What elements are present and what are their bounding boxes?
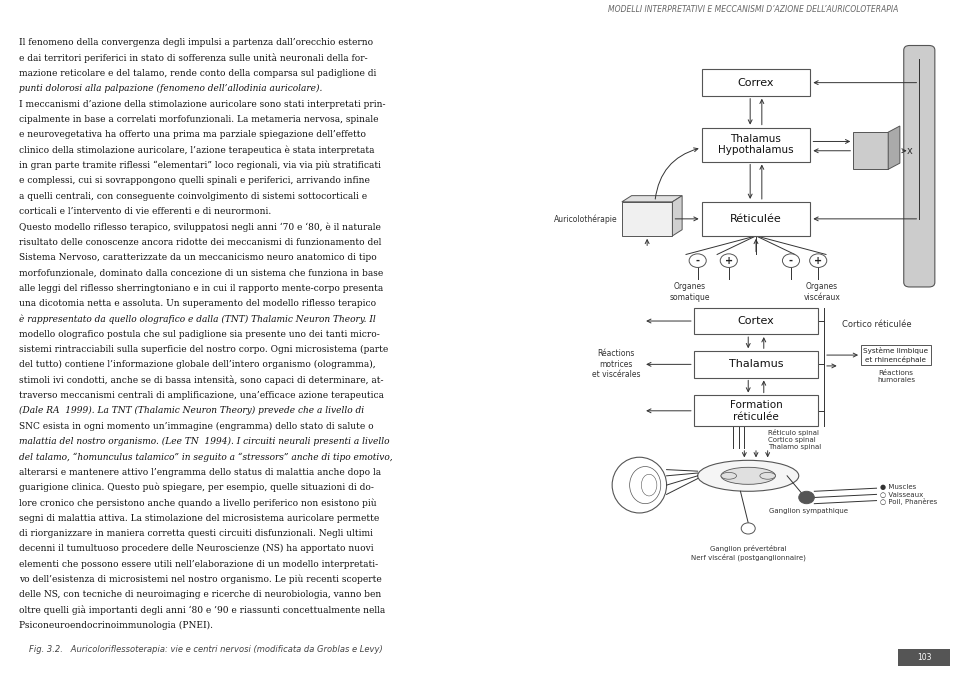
- Bar: [694, 395, 818, 426]
- Text: +: +: [814, 256, 823, 266]
- Text: Correx: Correx: [737, 77, 775, 87]
- Bar: [853, 132, 888, 170]
- Text: Fig. 3.2.   Auricoloriflessoterapia: vie e centri nervosi (modificata da Groblas: Fig. 3.2. Auricoloriflessoterapia: vie e…: [29, 645, 382, 654]
- Text: Auricolothérapie: Auricolothérapie: [554, 214, 618, 223]
- Text: Système limbique
et rhinencéphale: Système limbique et rhinencéphale: [863, 347, 928, 363]
- Text: del tutto) contiene l’informazione globale dell’intero organismo (ologramma),: del tutto) contiene l’informazione globa…: [19, 360, 375, 369]
- Text: e neurovegetativa ha offerto una prima ma parziale spiegazione dell’effetto: e neurovegetativa ha offerto una prima m…: [19, 131, 366, 139]
- Text: in gran parte tramite riflessi “elementari” loco regionali, via via più stratifi: in gran parte tramite riflessi “elementa…: [19, 161, 381, 170]
- Text: delle NS, con tecniche di neuroimaging e ricerche di neurobiologia, vanno ben: delle NS, con tecniche di neuroimaging e…: [19, 590, 381, 599]
- Ellipse shape: [630, 466, 660, 503]
- Text: del talamo, “homunculus talamico” in seguito a “stressors” anche di tipo emotivo: del talamo, “homunculus talamico” in seg…: [19, 452, 393, 462]
- Text: punti dolorosi alla palpazione (fenomeno dell’allodinia auricolare).: punti dolorosi alla palpazione (fenomeno…: [19, 84, 323, 94]
- Text: Il fenomeno della convergenza degli impulsi a partenza dall’orecchio esterno: Il fenomeno della convergenza degli impu…: [19, 38, 373, 47]
- Polygon shape: [622, 196, 683, 202]
- Ellipse shape: [721, 472, 736, 479]
- Text: alterarsi e mantenere attivo l’engramma dello status di malattia anche dopo la: alterarsi e mantenere attivo l’engramma …: [19, 468, 381, 476]
- Text: (Dale RA  1999). La TNT (Thalamic Neuron Theory) prevede che a livello di: (Dale RA 1999). La TNT (Thalamic Neuron …: [19, 406, 365, 415]
- Text: è rappresentato da quello olografico e dalla (TNT) Thalamic Neuron Theory. Il: è rappresentato da quello olografico e d…: [19, 314, 376, 324]
- Text: Réactions
humorales: Réactions humorales: [876, 369, 915, 383]
- Text: Psiconeuroendocrinoimmunologia (PNEI).: Psiconeuroendocrinoimmunologia (PNEI).: [19, 621, 213, 630]
- Text: sistemi rintracciabili sulla superficie del nostro corpo. Ogni microsistema (par: sistemi rintracciabili sulla superficie …: [19, 345, 389, 354]
- Text: e complessi, cui si sovrappongono quelli spinali e periferici, arrivando infine: e complessi, cui si sovrappongono quelli…: [19, 176, 370, 185]
- Text: I meccanismi d’azione della stimolazione auricolare sono stati interpretati prin: I meccanismi d’azione della stimolazione…: [19, 100, 386, 108]
- Text: Réticulée: Réticulée: [731, 214, 781, 224]
- Text: Thalamus
Hypothalamus: Thalamus Hypothalamus: [718, 134, 794, 155]
- Text: stimoli ivi condotti, anche se di bassa intensità, sono capaci di determinare, a: stimoli ivi condotti, anche se di bassa …: [19, 376, 384, 386]
- Bar: [694, 351, 818, 378]
- Circle shape: [689, 254, 707, 267]
- Text: 103: 103: [917, 653, 931, 662]
- Text: Thalamus: Thalamus: [729, 359, 783, 369]
- Polygon shape: [672, 196, 683, 236]
- Text: e dai territori periferici in stato di sofferenza sulle unità neuronali della fo: e dai territori periferici in stato di s…: [19, 54, 368, 63]
- Text: lore cronico che persistono anche quando a livello periferico non esistono più: lore cronico che persistono anche quando…: [19, 498, 377, 507]
- Text: Organes
viscéraux: Organes viscéraux: [804, 282, 841, 302]
- Circle shape: [741, 523, 756, 534]
- Text: risultato delle conoscenze ancora ridotte dei meccanismi di funzionamento del: risultato delle conoscenze ancora ridott…: [19, 238, 381, 246]
- Text: Réactions
motrices
et viscérales: Réactions motrices et viscérales: [591, 349, 640, 380]
- Text: decenni il tumultuoso procedere delle Neuroscienze (NS) ha apportato nuovi: decenni il tumultuoso procedere delle Ne…: [19, 544, 373, 553]
- Polygon shape: [888, 126, 900, 170]
- Text: Ganglion sympathique: Ganglion sympathique: [769, 508, 848, 514]
- Ellipse shape: [698, 460, 799, 491]
- Circle shape: [720, 254, 737, 267]
- Text: Formation
réticulée: Formation réticulée: [730, 400, 782, 421]
- Text: a quelli centrali, con conseguente coinvolgimento di sistemi sottocorticali e: a quelli centrali, con conseguente coinv…: [19, 192, 368, 201]
- Ellipse shape: [760, 472, 776, 479]
- Circle shape: [809, 254, 827, 267]
- Circle shape: [782, 254, 800, 267]
- Text: +: +: [725, 256, 732, 266]
- Text: corticali e l’intervento di vie efferenti e di neurormoni.: corticali e l’intervento di vie efferent…: [19, 207, 272, 216]
- Text: Sistema Nervoso, caratterizzate da un meccanicismo neuro anatomico di tipo: Sistema Nervoso, caratterizzate da un me…: [19, 253, 377, 262]
- Text: cipalmente in base a correlati morfofunzionali. La metameria nervosa, spinale: cipalmente in base a correlati morfofunz…: [19, 115, 378, 124]
- FancyBboxPatch shape: [903, 46, 935, 287]
- Ellipse shape: [612, 457, 666, 513]
- Text: modello olografico postula che sul padiglione sia presente uno dei tanti micro-: modello olografico postula che sul padig…: [19, 330, 380, 339]
- Circle shape: [799, 491, 814, 503]
- Bar: [622, 202, 672, 236]
- Bar: [702, 202, 810, 236]
- Text: -: -: [789, 256, 793, 266]
- Text: guarigione clinica. Questo può spiegare, per esempio, quelle situazioni di do-: guarigione clinica. Questo può spiegare,…: [19, 483, 374, 493]
- Text: traverso meccanismi centrali di amplificazione, una’efficace azione terapeutica: traverso meccanismi centrali di amplific…: [19, 391, 384, 400]
- Text: -: -: [696, 256, 700, 266]
- Text: mazione reticolare e del talamo, rende conto della comparsa sul padiglione di: mazione reticolare e del talamo, rende c…: [19, 69, 376, 78]
- Text: Questo modello riflesso terapico, sviluppatosi negli anni ‘70 e ‘80, è il natura: Questo modello riflesso terapico, svilup…: [19, 222, 381, 232]
- Ellipse shape: [721, 467, 776, 485]
- Bar: [702, 69, 810, 96]
- Bar: [702, 127, 810, 162]
- Text: Réticulo spinal
Cortico spinal
Thalamo spinal: Réticulo spinal Cortico spinal Thalamo s…: [768, 429, 821, 450]
- Text: malattia del nostro organismo. (Lee TN  1994). I circuiti neurali presenti a liv: malattia del nostro organismo. (Lee TN 1…: [19, 437, 390, 446]
- Bar: [694, 308, 818, 334]
- Text: SNC esista in ogni momento un’immagine (engramma) dello stato di salute o: SNC esista in ogni momento un’immagine (…: [19, 421, 373, 431]
- Text: elementi che possono essere utili nell’elaborazione di un modello interpretati-: elementi che possono essere utili nell’e…: [19, 560, 378, 569]
- Text: MODELLI INTERPRETATIVI E MECCANISMI D’AZIONE DELL’AURICOLOTERAPIA: MODELLI INTERPRETATIVI E MECCANISMI D’AZ…: [609, 5, 899, 13]
- Text: vo dell’esistenza di microsistemi nel nostro organismo. Le più recenti scoperte: vo dell’esistenza di microsistemi nel no…: [19, 575, 382, 584]
- Text: morfofunzionale, dominato dalla concezione di un sistema che funziona in base: morfofunzionale, dominato dalla concezio…: [19, 269, 383, 277]
- Bar: [861, 345, 931, 365]
- Text: Cortex: Cortex: [737, 316, 775, 326]
- Text: Ganglion prévertébral
Nerf viscéral (postganglionnaire): Ganglion prévertébral Nerf viscéral (pos…: [691, 545, 805, 561]
- Text: oltre quelli già importanti degli anni ‘80 e ’90 e riassunti concettualmente nel: oltre quelli già importanti degli anni ‘…: [19, 606, 386, 616]
- Text: una dicotomia netta e assoluta. Un superamento del modello riflesso terapico: una dicotomia netta e assoluta. Un super…: [19, 299, 376, 308]
- Text: segni di malattia attiva. La stimolazione del microsistema auricolare permette: segni di malattia attiva. La stimolazion…: [19, 513, 379, 523]
- Text: Organes
somatique: Organes somatique: [670, 282, 710, 302]
- Text: ● Muscles
○ Vaisseaux
○ Poil, Phanères: ● Muscles ○ Vaisseaux ○ Poil, Phanères: [880, 484, 938, 505]
- Text: alle leggi del riflesso sherringtoniano e in cui il rapporto mente-corpo present: alle leggi del riflesso sherringtoniano …: [19, 283, 383, 293]
- Text: di riorganizzare in maniera corretta questi circuiti disfunzionali. Negli ultimi: di riorganizzare in maniera corretta que…: [19, 529, 373, 538]
- Ellipse shape: [641, 474, 657, 496]
- Text: x: x: [906, 146, 912, 155]
- Text: clinico della stimolazione auricolare, l’azione terapeutica è stata interpretata: clinico della stimolazione auricolare, l…: [19, 145, 374, 155]
- Text: Cortico réticulée: Cortico réticulée: [842, 320, 911, 328]
